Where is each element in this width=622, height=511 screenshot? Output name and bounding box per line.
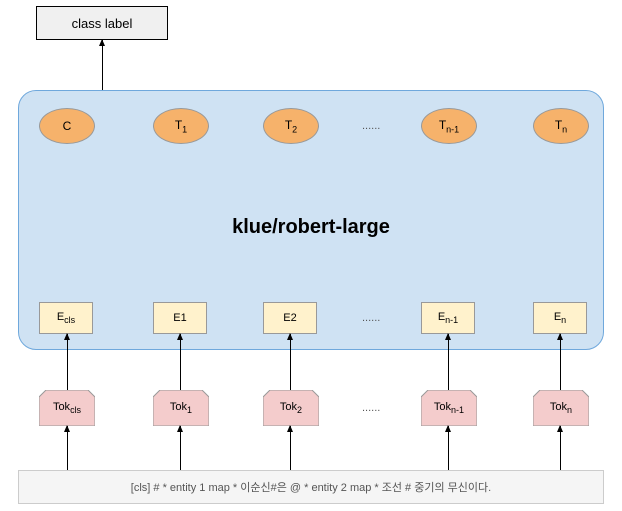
embedding-ellipsis: ...... [362, 312, 380, 324]
output-ellipsis: ...... [362, 120, 380, 132]
embedding-token: E2 [263, 302, 317, 334]
output-token: Tn [533, 108, 589, 144]
embedding-token: Ecls [39, 302, 93, 334]
arrow [560, 334, 561, 390]
arrow [290, 334, 291, 390]
embedding-token: En-1 [421, 302, 475, 334]
model-title: klue/robert-large [0, 216, 622, 239]
class-label-box: class label [36, 6, 168, 40]
input-sentence-text: [cls] # * entity 1 map * 이순신#은 @ * entit… [131, 479, 491, 495]
output-token: C [39, 108, 95, 144]
arrow [560, 426, 561, 470]
input-token: Tokn-1 [421, 390, 477, 426]
arrow [180, 334, 181, 390]
output-token: Tn-1 [421, 108, 477, 144]
embedding-token: En [533, 302, 587, 334]
input-token: Tokn [533, 390, 589, 426]
arrow [67, 426, 68, 470]
input-token: Tokcls [39, 390, 95, 426]
output-token: T2 [263, 108, 319, 144]
embedding-token: E1 [153, 302, 207, 334]
arrow [448, 426, 449, 470]
class-label-text: class label [72, 16, 133, 31]
input-token: Tok2 [263, 390, 319, 426]
arrow [448, 334, 449, 390]
output-token: T1 [153, 108, 209, 144]
arrow [67, 334, 68, 390]
input-token: Tok1 [153, 390, 209, 426]
arrow [290, 426, 291, 470]
input-sentence-box: [cls] # * entity 1 map * 이순신#은 @ * entit… [18, 470, 604, 504]
arrow [102, 40, 103, 90]
token-ellipsis: ...... [362, 402, 380, 414]
arrow [180, 426, 181, 470]
